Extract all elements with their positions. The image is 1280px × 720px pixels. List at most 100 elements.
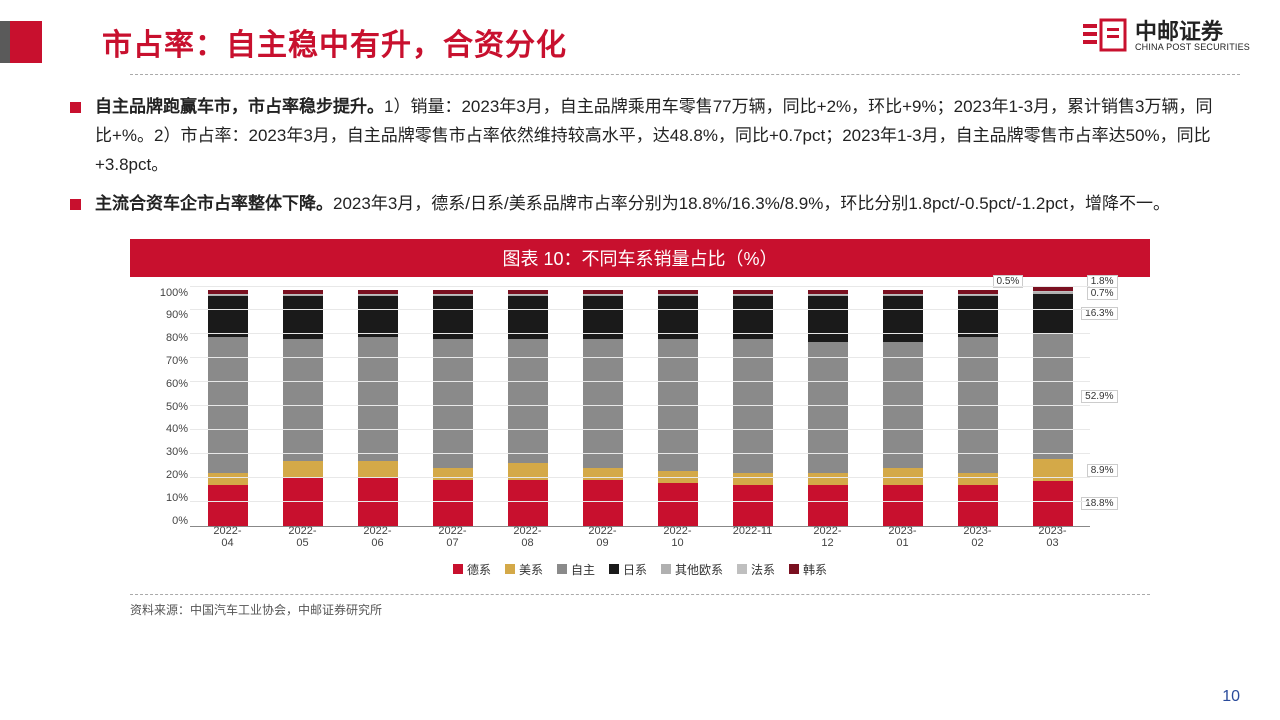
- bar-segment: [1033, 333, 1073, 459]
- bar-column: [583, 287, 623, 526]
- bar-segment: [283, 461, 323, 478]
- legend-item: 韩系: [789, 561, 827, 578]
- bar-column: [733, 287, 773, 526]
- bar-segment: [658, 483, 698, 526]
- logo-text: 中邮证券 CHINA POST SECURITIES: [1135, 21, 1250, 52]
- chart-plot-area: 100%90%80%70%60%50%40%30%20%10%0% 18.8%8…: [130, 277, 1150, 557]
- page-number: 10: [1222, 688, 1240, 706]
- slide-header: 市占率：自主稳中有升，合资分化 中邮证券 CHINA POST SECURITI…: [0, 0, 1280, 74]
- grid-line: [190, 286, 1090, 287]
- bar-segment: [1033, 294, 1073, 333]
- bar-column: [958, 287, 998, 526]
- y-tick-label: 70%: [140, 355, 188, 367]
- bar-segment: [358, 337, 398, 461]
- chart-legend: 德系美系自主日系其他欧系法系韩系: [130, 561, 1150, 578]
- bar-segment: [958, 296, 998, 337]
- legend-swatch: [789, 564, 799, 574]
- bar-segment: [883, 296, 923, 341]
- legend-label: 法系: [751, 561, 775, 578]
- y-tick-label: 50%: [140, 401, 188, 413]
- grid-line: [190, 381, 1090, 382]
- grid-line: [190, 333, 1090, 334]
- bullet-item: 自主品牌跑赢车市，市占率稳步提升。1）销量：2023年3月，自主品牌乘用车零售7…: [70, 93, 1220, 180]
- logo-icon: [1083, 18, 1127, 54]
- x-tick-label: 2023-02: [958, 525, 998, 549]
- legend-item: 美系: [505, 561, 543, 578]
- legend-label: 日系: [623, 561, 647, 578]
- x-tick-label: 2023-01: [883, 525, 923, 549]
- bullet-text: 主流合资车企市占率整体下降。2023年3月，德系/日系/美系品牌市占率分别为18…: [95, 190, 1170, 219]
- x-tick-label: 2022-05: [283, 525, 323, 549]
- bullet-square-icon: [70, 102, 81, 113]
- y-axis: 100%90%80%70%60%50%40%30%20%10%0%: [140, 287, 188, 527]
- data-source: 资料来源：中国汽车工业协会，中邮证券研究所: [130, 594, 1150, 618]
- x-tick-label: 2022-07: [433, 525, 473, 549]
- x-tick-label: 2022-09: [583, 525, 623, 549]
- bars-group: 18.8%8.9%52.9%16.3%0.7%0.5%1.8%: [190, 287, 1090, 526]
- data-callout: 52.9%: [1081, 390, 1117, 403]
- bar-column: 18.8%8.9%52.9%16.3%0.7%0.5%1.8%: [1033, 287, 1073, 526]
- bar-segment: [1033, 481, 1073, 526]
- title-accent-square: [0, 21, 42, 63]
- x-tick-label: 2022-11: [733, 525, 773, 549]
- chart-title: 图表 10：不同车系销量占比（%）: [130, 239, 1150, 277]
- bar-segment: [883, 485, 923, 526]
- bar-column: [208, 287, 248, 526]
- bar-column: [508, 287, 548, 526]
- bar-segment: [733, 485, 773, 526]
- content-body: 自主品牌跑赢车市，市占率稳步提升。1）销量：2023年3月，自主品牌乘用车零售7…: [0, 75, 1280, 219]
- data-callout: 0.7%: [1087, 287, 1118, 300]
- company-logo: 中邮证券 CHINA POST SECURITIES: [1083, 18, 1250, 54]
- data-callout: 1.8%: [1087, 275, 1118, 288]
- slide-title: 市占率：自主稳中有升，合资分化: [102, 20, 567, 64]
- data-callout: 18.8%: [1081, 497, 1117, 510]
- y-tick-label: 40%: [140, 423, 188, 435]
- bar-segment: [433, 339, 473, 468]
- legend-label: 其他欧系: [675, 561, 723, 578]
- bar-segment: [433, 480, 473, 525]
- bullet-text: 自主品牌跑赢车市，市占率稳步提升。1）销量：2023年3月，自主品牌乘用车零售7…: [95, 93, 1220, 180]
- bar-segment: [958, 473, 998, 485]
- legend-swatch: [609, 564, 619, 574]
- legend-swatch: [737, 564, 747, 574]
- y-tick-label: 10%: [140, 492, 188, 504]
- bar-segment: [433, 468, 473, 480]
- bar-segment: [583, 468, 623, 480]
- bullet-item: 主流合资车企市占率整体下降。2023年3月，德系/日系/美系品牌市占率分别为18…: [70, 190, 1220, 219]
- bar-segment: [808, 296, 848, 341]
- x-tick-label: 2022-08: [508, 525, 548, 549]
- bar-segment: [808, 473, 848, 485]
- grid-line: [190, 477, 1090, 478]
- bar-segment: [583, 480, 623, 525]
- x-tick-label: 2022-06: [358, 525, 398, 549]
- y-tick-label: 90%: [140, 309, 188, 321]
- bullet-rest: 2023年3月，德系/日系/美系品牌市占率分别为18.8%/16.3%/8.9%…: [333, 194, 1170, 213]
- legend-swatch: [453, 564, 463, 574]
- y-tick-label: 30%: [140, 446, 188, 458]
- legend-swatch: [557, 564, 567, 574]
- x-tick-label: 2023-03: [1033, 525, 1073, 549]
- bullet-bold: 主流合资车企市占率整体下降。: [95, 194, 333, 213]
- x-tick-label: 2022-04: [208, 525, 248, 549]
- legend-swatch: [505, 564, 515, 574]
- y-tick-label: 100%: [140, 287, 188, 299]
- bar-segment: [208, 473, 248, 485]
- grid-line: [190, 453, 1090, 454]
- plot: 18.8%8.9%52.9%16.3%0.7%0.5%1.8%: [190, 287, 1090, 527]
- grid-line: [190, 405, 1090, 406]
- grid-line: [190, 429, 1090, 430]
- legend-label: 美系: [519, 561, 543, 578]
- y-tick-label: 60%: [140, 378, 188, 390]
- bar-column: [808, 287, 848, 526]
- bar-segment: [583, 339, 623, 468]
- grid-line: [190, 309, 1090, 310]
- x-tick-label: 2022-12: [808, 525, 848, 549]
- y-tick-label: 80%: [140, 332, 188, 344]
- bullet-bold: 自主品牌跑赢车市，市占率稳步提升。: [95, 97, 384, 116]
- legend-swatch: [661, 564, 671, 574]
- grid-line: [190, 501, 1090, 502]
- y-tick-label: 20%: [140, 469, 188, 481]
- bar-column: [883, 287, 923, 526]
- bar-segment: [733, 473, 773, 485]
- bar-segment: [208, 485, 248, 526]
